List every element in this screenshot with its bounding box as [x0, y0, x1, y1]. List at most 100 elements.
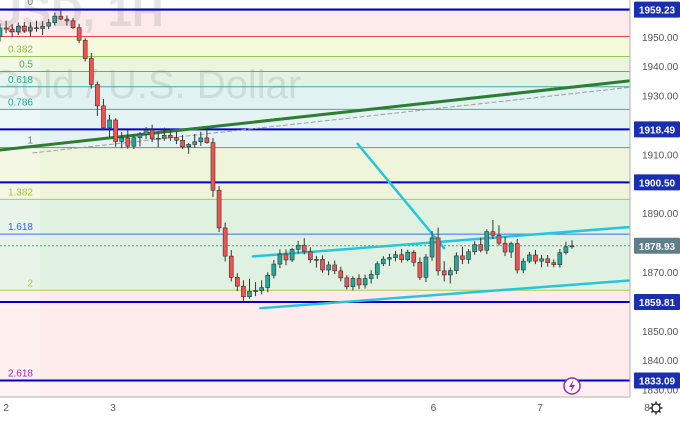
candle: [564, 247, 568, 253]
candle: [491, 232, 495, 236]
candle: [168, 135, 172, 137]
x-tick-label: 2: [3, 403, 9, 414]
candle: [418, 262, 422, 277]
fib-zone: [0, 36, 630, 56]
candle: [260, 288, 264, 291]
candle: [479, 245, 483, 251]
candle: [89, 59, 93, 85]
candle: [28, 28, 32, 31]
candle: [150, 130, 154, 139]
candle: [71, 21, 75, 28]
y-tick-label: 1940.00: [642, 62, 679, 73]
candle: [138, 134, 142, 137]
candle: [509, 243, 513, 252]
candle: [394, 255, 398, 258]
candle: [540, 259, 544, 261]
candle: [77, 28, 81, 41]
candle: [41, 26, 45, 28]
price-tag-label: 1859.81: [639, 298, 676, 309]
candle: [101, 106, 105, 128]
candle: [558, 253, 562, 265]
candle: [223, 228, 227, 256]
candle: [400, 255, 404, 260]
gear-icon[interactable]: [650, 402, 663, 415]
candle: [65, 19, 69, 21]
candle: [345, 278, 349, 287]
candle: [181, 140, 185, 146]
candle: [570, 246, 574, 247]
candle: [552, 263, 556, 265]
candle: [515, 243, 519, 269]
fib-level-label: 0.618: [8, 75, 33, 86]
candle: [424, 257, 428, 277]
candle: [108, 120, 112, 128]
candle: [363, 278, 367, 284]
current-price-tag: 1878.93: [639, 242, 676, 253]
candle: [199, 138, 203, 142]
y-tick-label: 1930.00: [642, 92, 679, 103]
watermark-name: Gold / U.S. Dollar: [0, 63, 301, 107]
candle: [4, 28, 8, 29]
candle: [174, 138, 178, 141]
fib-level-label: 0.382: [8, 44, 33, 55]
y-tick-label: 1910.00: [642, 150, 679, 161]
y-tick-label: 1950.00: [642, 33, 679, 44]
candle: [546, 259, 550, 263]
candle: [369, 274, 373, 278]
candle: [272, 264, 276, 275]
fib-zone: [0, 148, 630, 200]
candle: [327, 265, 331, 270]
x-tick-label: 7: [537, 403, 543, 414]
fib-level-label: 2: [27, 278, 33, 289]
y-tick-label: 1890.00: [642, 209, 679, 220]
candle: [47, 23, 51, 27]
candle: [460, 256, 464, 260]
candle: [387, 258, 391, 259]
candle: [381, 259, 385, 264]
candle: [35, 28, 39, 29]
candle: [278, 254, 282, 264]
x-tick-label: 8: [644, 403, 650, 414]
candle: [120, 138, 124, 142]
candle: [454, 256, 458, 271]
y-tick-label: 1870.00: [642, 268, 679, 279]
candle: [333, 265, 337, 271]
candle: [430, 238, 434, 257]
candle: [53, 16, 57, 22]
candle: [162, 135, 166, 138]
candle: [266, 275, 270, 287]
candle: [0, 28, 2, 37]
candle: [247, 291, 251, 296]
x-tick-label: 6: [431, 403, 437, 414]
candle: [241, 286, 245, 297]
candle: [114, 120, 118, 141]
price-tag-label: 1918.49: [639, 125, 676, 136]
candle: [485, 232, 489, 251]
candle: [503, 243, 507, 252]
candle: [156, 138, 160, 139]
candle: [467, 252, 471, 260]
candle: [533, 255, 537, 261]
time-axis: [0, 397, 630, 420]
candle: [357, 278, 361, 284]
candle: [235, 277, 239, 286]
gear-hub: [652, 404, 660, 412]
candle: [448, 271, 452, 275]
candle: [22, 26, 26, 30]
candle: [83, 40, 87, 58]
candle: [126, 138, 130, 146]
fib-level-label: 1.618: [8, 222, 33, 233]
fib-level-label: 0: [27, 0, 33, 8]
candle: [132, 138, 136, 147]
candle: [412, 252, 416, 262]
candle: [321, 259, 325, 270]
candle: [211, 143, 215, 191]
candle: [187, 144, 191, 146]
candle: [10, 29, 14, 32]
price-tag-label: 1959.23: [639, 6, 676, 17]
candle: [314, 259, 318, 260]
candle: [473, 245, 477, 252]
fib-zone: [0, 381, 630, 397]
